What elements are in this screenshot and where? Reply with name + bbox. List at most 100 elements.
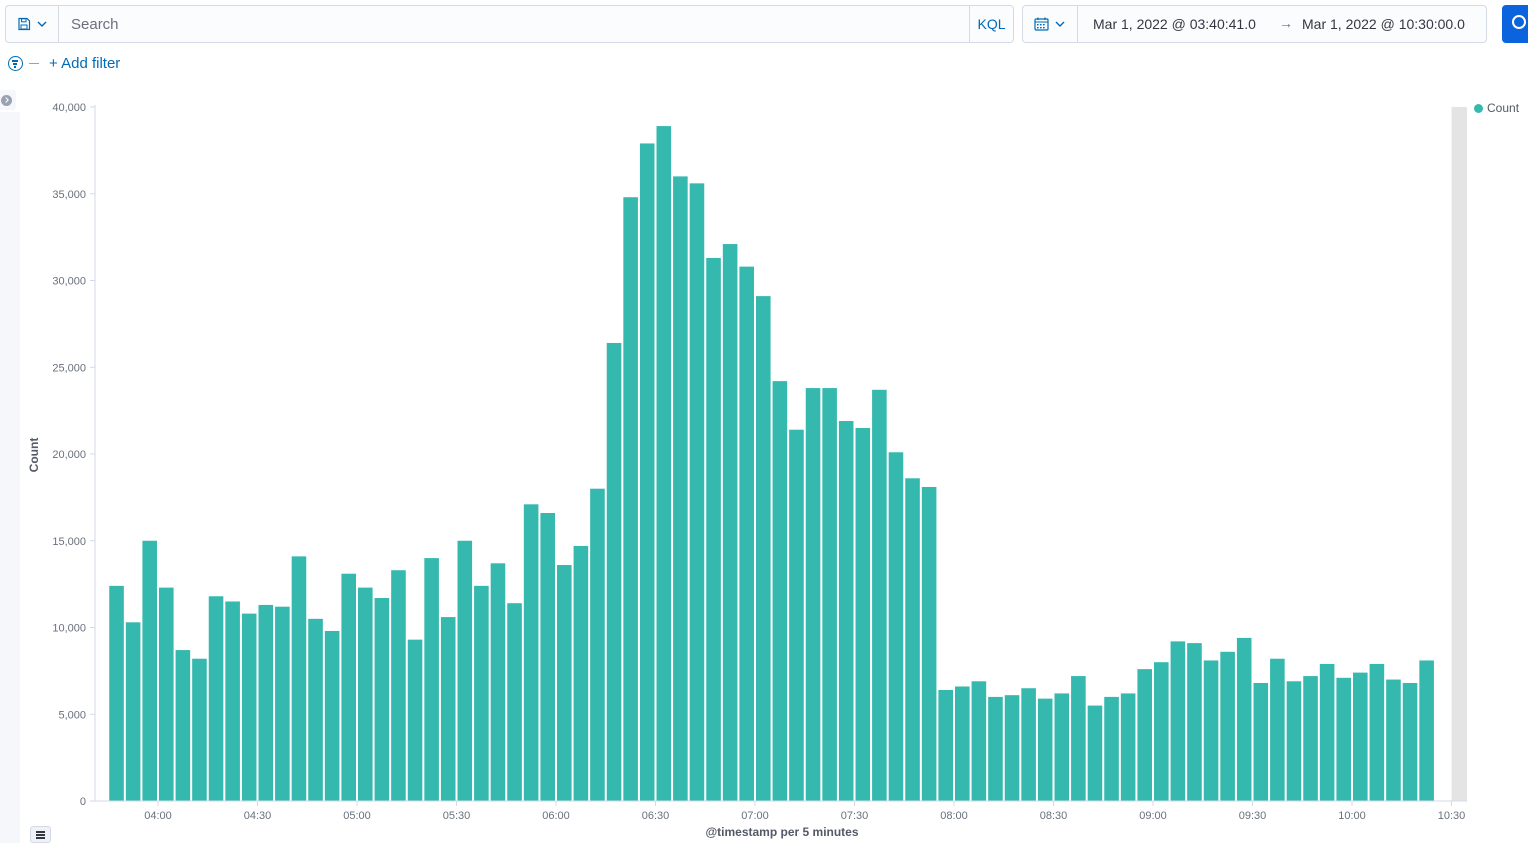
histogram-bar[interactable] (1170, 641, 1186, 801)
histogram-bar[interactable] (1270, 658, 1285, 801)
histogram-bar[interactable] (1104, 696, 1119, 801)
histogram-bar[interactable] (1220, 651, 1235, 801)
histogram-bar[interactable] (358, 587, 373, 801)
histogram-bar[interactable] (1253, 683, 1269, 801)
x-tick-label: 06:30 (642, 810, 670, 822)
histogram-bar[interactable] (1004, 695, 1020, 801)
histogram-bar[interactable] (490, 563, 506, 801)
histogram-bar[interactable] (590, 488, 605, 801)
end-date[interactable]: Mar 1, 2022 @ 10:30:00.0 (1302, 16, 1465, 32)
histogram-bar[interactable] (540, 512, 555, 801)
histogram-bar[interactable] (905, 478, 920, 801)
histogram-bar[interactable] (374, 598, 390, 801)
histogram-bar[interactable] (1419, 660, 1434, 801)
histogram-bar[interactable] (275, 606, 290, 801)
x-tick-label: 08:30 (1040, 810, 1068, 822)
histogram-bar[interactable] (424, 558, 439, 801)
histogram-bar[interactable] (391, 570, 406, 801)
histogram-bar[interactable] (756, 296, 771, 801)
histogram-bar[interactable] (192, 658, 207, 801)
histogram-bar[interactable] (1303, 676, 1318, 801)
saved-query-button[interactable] (5, 5, 58, 43)
histogram-bar[interactable] (1286, 681, 1302, 801)
histogram-bar[interactable] (789, 429, 804, 801)
sidebar-toggle-button[interactable] (0, 90, 16, 110)
filter-options-icon[interactable] (8, 56, 23, 71)
x-tick-label: 04:00 (144, 810, 172, 822)
histogram-bar[interactable] (324, 630, 340, 801)
histogram-bar[interactable] (822, 388, 837, 801)
histogram-bar[interactable] (1154, 662, 1169, 801)
histogram-bar[interactable] (142, 540, 157, 801)
quick-select-button[interactable] (1023, 6, 1078, 42)
histogram-bar[interactable] (722, 244, 738, 801)
legend-toggle-button[interactable] (30, 826, 51, 843)
histogram-bar[interactable] (623, 197, 638, 802)
histogram-bar[interactable] (1319, 663, 1335, 801)
histogram-bar[interactable] (1054, 693, 1070, 801)
filter-divider (29, 63, 39, 64)
histogram-bar[interactable] (474, 585, 489, 801)
histogram-bar[interactable] (241, 613, 257, 801)
histogram-bar[interactable] (606, 342, 622, 801)
histogram-bar[interactable] (739, 266, 754, 801)
refresh-button[interactable] (1502, 5, 1528, 43)
add-filter-button[interactable]: + Add filter (49, 55, 121, 72)
histogram-bar[interactable] (1353, 672, 1368, 801)
histogram-bar[interactable] (656, 126, 672, 801)
histogram-bar[interactable] (208, 596, 224, 801)
histogram-bar[interactable] (557, 565, 572, 801)
histogram-bar[interactable] (125, 622, 141, 801)
histogram-bar[interactable] (1336, 677, 1351, 801)
start-date[interactable]: Mar 1, 2022 @ 03:40:41.0 (1093, 16, 1256, 32)
histogram-bar[interactable] (341, 573, 356, 801)
histogram-bar[interactable] (258, 604, 274, 801)
histogram-bar[interactable] (689, 183, 705, 802)
histogram-bar[interactable] (457, 540, 473, 801)
histogram-bar[interactable] (1369, 663, 1385, 801)
histogram-bar[interactable] (1386, 679, 1401, 801)
histogram-bar[interactable] (1021, 688, 1036, 801)
histogram-bar[interactable] (1236, 637, 1252, 801)
histogram-bar[interactable] (673, 176, 688, 801)
histogram-bar[interactable] (921, 486, 937, 801)
histogram-bar[interactable] (407, 639, 423, 801)
histogram-bar[interactable] (938, 689, 953, 801)
histogram-bar[interactable] (1402, 683, 1418, 801)
histogram-bar[interactable] (1037, 698, 1053, 801)
histogram-bar[interactable] (175, 650, 191, 801)
histogram-bar[interactable] (1137, 669, 1152, 801)
histogram-bar[interactable] (573, 545, 589, 801)
histogram-bar[interactable] (955, 686, 970, 801)
histogram-bar[interactable] (1071, 676, 1086, 801)
histogram-bar[interactable] (225, 601, 240, 801)
histogram-bar[interactable] (1203, 660, 1219, 801)
histogram-bar[interactable] (291, 556, 307, 801)
histogram-bar[interactable] (1087, 705, 1103, 801)
histogram-bar[interactable] (988, 696, 1003, 801)
histogram-bar[interactable] (971, 681, 987, 801)
histogram-bar[interactable] (805, 388, 821, 801)
histogram-bar[interactable] (855, 427, 871, 801)
histogram-bar[interactable] (159, 587, 174, 801)
histogram-bar[interactable] (639, 143, 655, 801)
histogram-bar[interactable] (772, 381, 788, 801)
save-icon (17, 17, 30, 31)
histogram-bar[interactable] (872, 389, 887, 801)
histogram-bar[interactable] (1120, 693, 1136, 801)
histogram-bar[interactable] (440, 617, 456, 801)
kql-language-button[interactable]: KQL (969, 5, 1014, 43)
x-tick-label: 08:00 (940, 810, 968, 822)
histogram-bar[interactable] (888, 452, 904, 801)
histogram-bar[interactable] (838, 421, 854, 801)
histogram-bar[interactable] (706, 257, 721, 801)
histogram-bar[interactable] (308, 618, 323, 801)
histogram-bar[interactable] (523, 504, 539, 801)
chevron-down-icon (37, 21, 46, 27)
histogram-bar[interactable] (507, 603, 522, 801)
histogram-bar[interactable] (109, 585, 124, 801)
histogram-bar[interactable] (1187, 643, 1202, 801)
y-tick-label: 20,000 (52, 449, 86, 461)
legend-entry-count[interactable]: Count (1487, 101, 1520, 115)
search-input[interactable] (58, 5, 970, 43)
